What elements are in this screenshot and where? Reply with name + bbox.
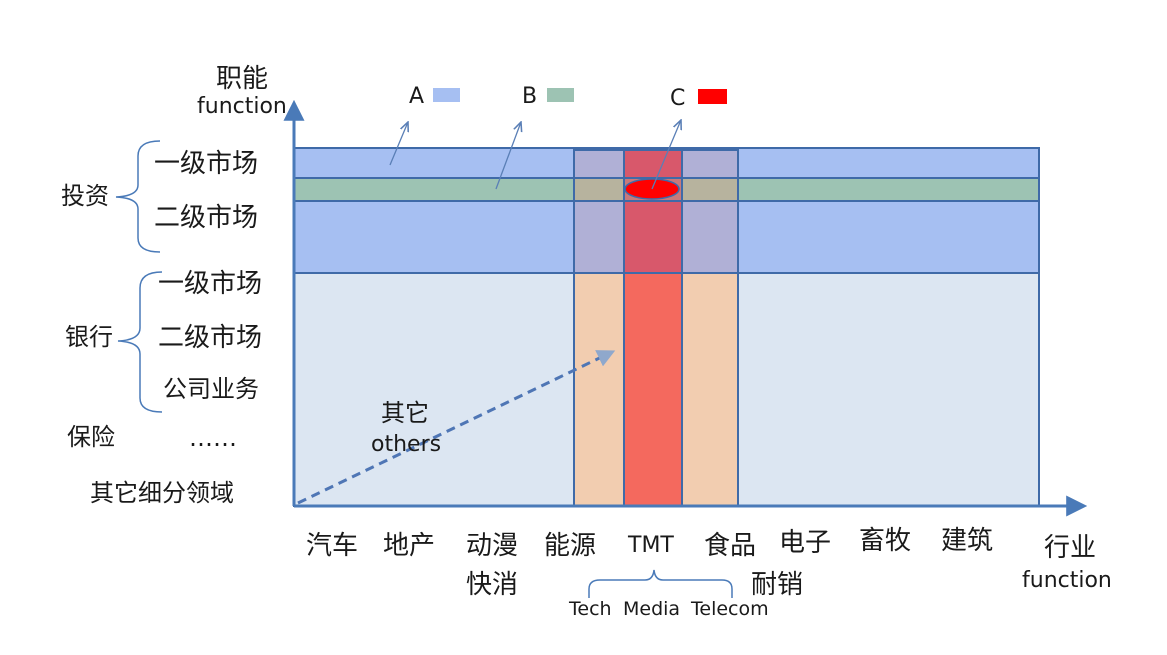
y-axis-title-cn: 职能 [216,64,269,94]
food-column-b-overlap [682,179,738,200]
bank-corporate-business: 公司业务 [163,375,259,403]
industry-real-estate: 地产 [383,531,436,561]
bank-secondary-market: 二级市场 [158,323,263,353]
industry-livestock: 畜牧 [859,526,912,556]
legend-a-swatch [433,88,460,102]
others-note-en: others [371,432,442,457]
legend-b-swatch [547,88,574,102]
legend-c-label: C [670,86,686,111]
investment-bracket [115,140,161,253]
food-column-lower [682,273,738,506]
legend-a-pointer [389,122,408,166]
function-insurance-label: 保险 [67,423,115,451]
investment-secondary-market: 二级市场 [154,203,259,233]
x-axis-title-en: function [1022,568,1112,593]
y-axis-title-en: function [197,94,287,119]
industry-energy: 能源 [544,531,597,561]
bank-bracket [117,271,163,413]
investment-primary-market: 一级市场 [154,149,259,179]
others-arrow [297,350,616,505]
tmt-column-lower [624,273,682,506]
legend-c-pointer [651,120,681,190]
industry-electronics: 电子 [779,528,832,558]
bank-primary-market: 一级市场 [158,269,263,299]
industry-anime: 动漫 [466,531,519,561]
industry-food: 食品 [704,531,757,561]
energy-column-b-overlap [574,179,624,200]
tmt-bracket [588,569,733,598]
tmt-tech-label: Tech [569,598,612,620]
x-axis-title-cn: 行业 [1044,533,1097,563]
energy-column-lower [574,273,624,506]
others-note-cn: 其它 [381,399,429,427]
function-other-fields: 其它细分领域 [90,479,234,507]
industry-auto: 汽车 [306,531,359,561]
industry-durables: 耐销 [751,570,804,600]
industry-fmcg: 快消 [466,570,519,600]
tmt-media-label: Media [623,598,681,620]
insurance-ellipsis: …… [189,424,237,452]
industry-tmt: TMT [628,533,674,558]
food-column-upper [682,150,738,273]
industry-construction: 建筑 [941,526,994,556]
legend-a-label: A [409,84,425,109]
function-investment-label: 投资 [61,182,109,210]
tmt-column-upper [624,150,682,273]
legend-b-pointer [495,122,521,190]
legend-b-label: B [522,84,538,109]
function-bank-label: 银行 [65,323,113,351]
energy-column-upper [574,150,624,273]
tmt-telecom-label: Telecom [691,598,769,620]
legend-c-swatch [698,89,727,104]
